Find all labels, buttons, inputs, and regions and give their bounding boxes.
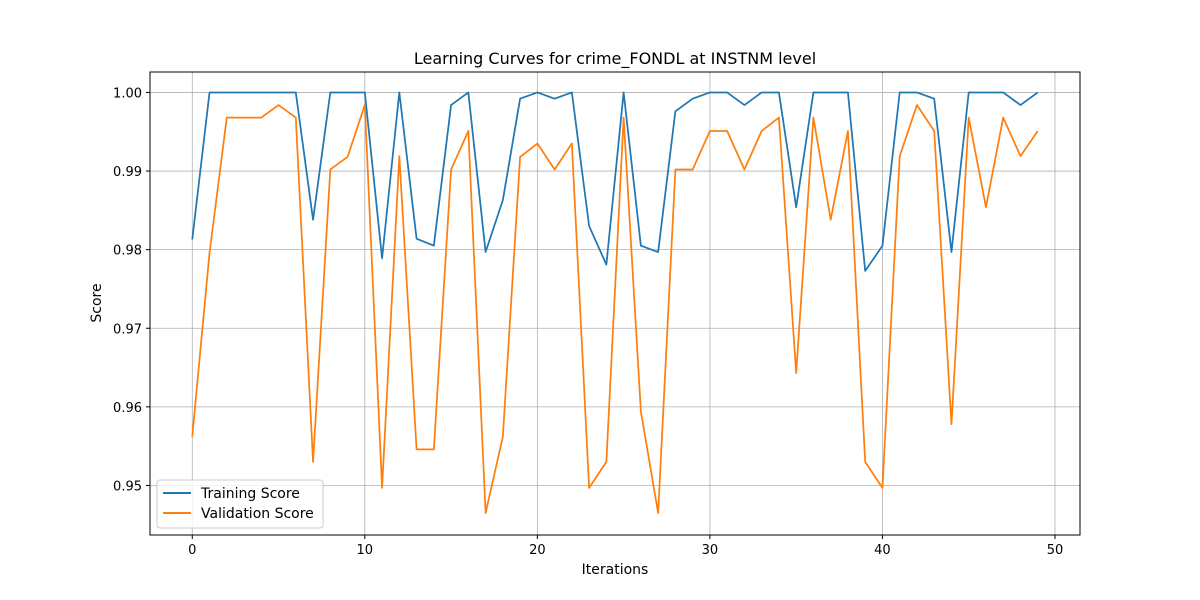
x-tick-label: 0 xyxy=(188,543,196,558)
y-tick-label: 0.98 xyxy=(113,244,142,259)
chart-title: Learning Curves for crime_FONDL at INSTN… xyxy=(414,49,816,69)
y-tick-label: 0.97 xyxy=(113,322,142,337)
x-tick-label: 30 xyxy=(702,543,719,558)
legend-box xyxy=(156,479,324,529)
y-tick-label: 0.99 xyxy=(113,165,142,180)
y-tick-label: 0.96 xyxy=(113,401,142,416)
x-tick-label: 10 xyxy=(357,543,374,558)
legend-label-validation: Validation Score xyxy=(201,506,314,522)
training-score-line xyxy=(191,91,1039,272)
legend-label-training: Training Score xyxy=(200,486,300,502)
legend: Training Score Validation Score xyxy=(156,479,324,529)
y-tick-label: 1.00 xyxy=(113,86,142,101)
x-tick-label: 20 xyxy=(529,543,546,558)
plot-frame xyxy=(149,71,1081,536)
y-axis-ticks: 0.95 0.96 0.97 0.98 0.99 1.00 xyxy=(113,86,150,494)
validation-score-line xyxy=(191,104,1039,514)
plot-lines xyxy=(191,91,1039,514)
x-tick-label: 40 xyxy=(874,543,891,558)
x-tick-label: 50 xyxy=(1047,543,1064,558)
x-axis-ticks: 0 10 20 30 40 50 xyxy=(188,535,1063,558)
x-axis-label: Iterations xyxy=(582,562,649,578)
y-axis-label: Score xyxy=(89,283,105,322)
y-tick-label: 0.95 xyxy=(113,479,142,494)
